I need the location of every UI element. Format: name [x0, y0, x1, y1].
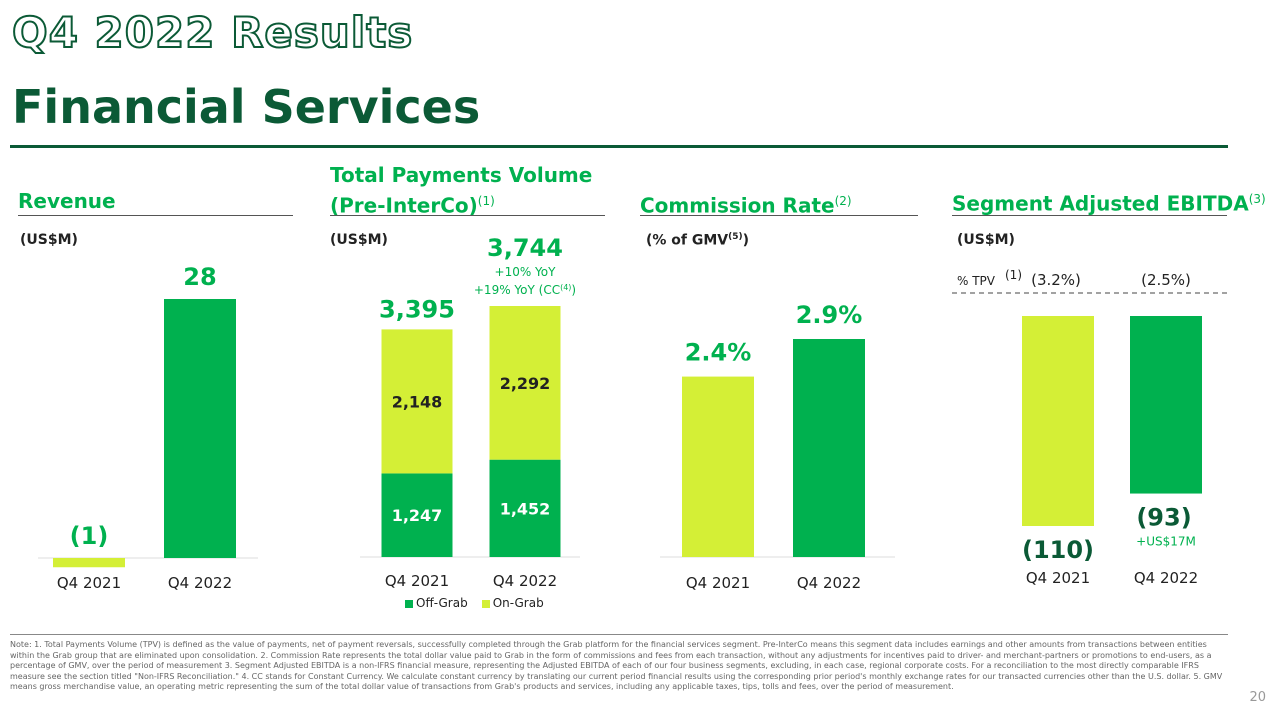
revenue-bar-0 [53, 558, 125, 568]
revenue-value-label-1: 28 [183, 263, 216, 291]
tpv-yoy-annotation: +10% YoY [495, 265, 557, 279]
commission-unit: (% of GMV(5)) [646, 232, 750, 249]
ebitda-value-label-1: (93) [1136, 504, 1191, 532]
ebitda-change-annotation: +US$17M [1136, 535, 1196, 549]
ebitda-unit: (US$M) [957, 232, 1015, 248]
ebitda-panel-rule [952, 215, 1227, 216]
revenue-unit: (US$M) [20, 232, 78, 248]
revenue-panel-rule [18, 215, 293, 216]
tpv-bar-label-off-grab-0: 1,247 [392, 506, 443, 525]
commission-tick-0: Q4 2021 [686, 574, 750, 592]
ebitda-tpv-label-sup: (1) [1005, 268, 1022, 282]
commission-panel-title: Commission Rate(2) [640, 193, 852, 218]
commission-value-label-0: 2.4% [685, 339, 752, 367]
tpv-bar-label-off-grab-1: 1,452 [500, 499, 551, 518]
legend-off-grab: Off-Grab [405, 596, 468, 610]
tpv-panel-title: Total Payments Volume (Pre-InterCo)(1) [330, 163, 593, 218]
revenue-bar-1 [164, 299, 236, 558]
ebitda-bar-1 [1130, 316, 1202, 494]
legend-off-grab-swatch [405, 599, 413, 608]
tpv-unit: (US$M) [330, 232, 388, 248]
tpv-total-label-0: 3,395 [379, 295, 455, 323]
tpv-panel-rule [330, 215, 605, 216]
tpv-total-label-1: 3,744 [487, 234, 563, 262]
legend-on-grab-swatch [481, 599, 490, 608]
ebitda-bar-0 [1022, 316, 1094, 526]
tpv-bar-off-grab-1 [489, 459, 561, 557]
tpv-bar-off-grab-0 [381, 473, 453, 557]
commission-tick-1: Q4 2022 [797, 574, 861, 592]
ebitda-value-label-0: (110) [1022, 536, 1094, 564]
ebitda-tick-1: Q4 2022 [1134, 569, 1198, 587]
tpv-legend: Off-Grab On-Grab [405, 596, 544, 610]
commission-panel-rule [640, 215, 918, 216]
page-number: 20 [1249, 690, 1266, 705]
tpv-tick-1: Q4 2022 [493, 572, 557, 590]
legend-on-grab: On-Grab [481, 596, 544, 610]
slide-title: Q4 2022 Results [11, 7, 414, 58]
footnote: Note: 1. Total Payments Volume (TPV) is … [10, 640, 1223, 692]
tpv-bar-on-grab-1 [489, 306, 561, 460]
footer-divider [10, 634, 1228, 635]
revenue-tick-1: Q4 2022 [168, 574, 232, 592]
title-divider [10, 145, 1228, 148]
revenue-tick-0: Q4 2021 [57, 574, 121, 592]
commission-bar-0 [682, 376, 754, 557]
commission-bar-1 [793, 339, 865, 557]
ebitda-pct-tpv-0: (3.2%) [1031, 271, 1081, 289]
tpv-yoy-cc-annotation: +19% YoY (CC(4)) [474, 283, 576, 298]
tpv-bar-label-on-grab-1: 2,292 [500, 374, 551, 393]
ebitda-pct-tpv-1: (2.5%) [1141, 271, 1191, 289]
ebitda-tick-0: Q4 2021 [1026, 569, 1090, 587]
tpv-tick-0: Q4 2021 [385, 572, 449, 590]
ebitda-panel-title: Segment Adjusted EBITDA(3) [952, 191, 1266, 216]
tpv-bar-on-grab-0 [381, 329, 453, 474]
revenue-panel-title: Revenue [18, 189, 116, 213]
tpv-bar-label-on-grab-0: 2,148 [392, 392, 443, 411]
ebitda-tpv-label: % TPV [957, 274, 996, 288]
commission-value-label-1: 2.9% [796, 301, 863, 329]
revenue-value-label-0: (1) [70, 522, 109, 550]
slide-subtitle: Financial Services [12, 80, 481, 134]
